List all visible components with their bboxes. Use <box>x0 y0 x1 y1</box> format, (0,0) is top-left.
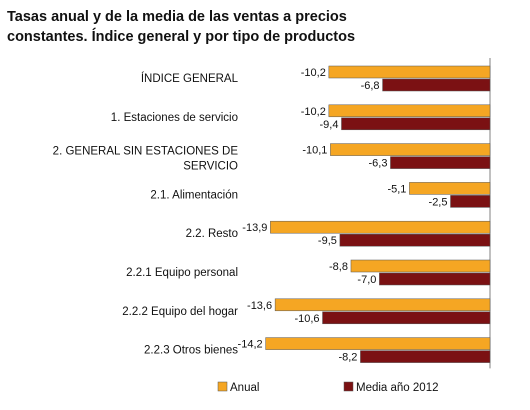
bar-media-2012 <box>341 117 491 131</box>
value-label-media-2012: -9,5 <box>318 235 337 247</box>
bar-anual <box>274 298 491 312</box>
legend-label-media-2012: Media año 2012 <box>356 382 438 394</box>
legend-label-anual: Anual <box>230 382 259 394</box>
category-label: 2.1. Alimentación <box>150 189 238 201</box>
chart-title-line2: constantes. Índice general y por tipo de… <box>7 29 356 45</box>
category-label: 2.2.2 Equipo del hogar <box>122 306 238 318</box>
bar-media-2012 <box>390 156 491 169</box>
value-label-media-2012: -10,6 <box>294 313 319 325</box>
category-label-line: 2.2.3 Otros bienes <box>144 345 238 357</box>
category-label: 2.2. Resto <box>186 228 238 240</box>
value-label-anual: -13,6 <box>247 300 272 312</box>
value-label-anual: -13,9 <box>242 222 267 234</box>
category-label-line: 2.2. Resto <box>186 228 238 240</box>
category-label-line: 2.2.1 Equipo personal <box>126 267 238 279</box>
value-label-anual: -5,1 <box>387 183 406 195</box>
category-label: 2.2.3 Otros bienes <box>144 345 238 357</box>
bar-anual <box>270 220 491 234</box>
bar-media-2012 <box>382 78 491 92</box>
bar-media-2012 <box>339 233 491 247</box>
value-label-media-2012: -6,3 <box>368 158 387 170</box>
legend-swatch-media-2012 <box>343 381 354 392</box>
category-label-line: SERVICIO <box>183 161 238 173</box>
bar-media-2012 <box>360 350 491 363</box>
value-label-media-2012: -9,4 <box>320 119 339 131</box>
value-label-media-2012: -8,2 <box>338 352 357 364</box>
category-label-line: 2. GENERAL SIN ESTACIONES DE <box>53 146 239 158</box>
category-label: 2.2.1 Equipo personal <box>126 267 238 279</box>
bar-anual <box>409 182 491 195</box>
bar-anual <box>328 104 491 118</box>
chart-title-line1: Tasas anual y de la media de las ventas … <box>7 9 347 25</box>
category-label: 2. GENERAL SIN ESTACIONES DE SERVICIO <box>53 146 239 173</box>
bar-media-2012 <box>379 272 491 286</box>
bar-anual <box>328 65 491 79</box>
category-label-line: 1. Estaciones de servicio <box>111 112 238 124</box>
chart-title: Tasas anual y de la media de las ventas … <box>7 7 447 47</box>
value-label-anual: -10,2 <box>301 67 326 79</box>
category-label-line: 2.1. Alimentación <box>150 189 238 201</box>
value-label-anual: -10,2 <box>301 106 326 118</box>
bar-anual <box>330 143 491 156</box>
bar-anual <box>350 259 491 273</box>
bar-media-2012 <box>322 311 491 325</box>
bar-media-2012 <box>450 195 491 208</box>
value-label-media-2012: -2,5 <box>429 196 448 208</box>
value-label-anual: -10,1 <box>302 145 327 157</box>
value-label-media-2012: -7,0 <box>357 274 376 286</box>
bar-anual <box>265 337 491 350</box>
category-label-line: 2.2.2 Equipo del hogar <box>122 306 238 318</box>
value-label-anual: -14,2 <box>238 339 263 351</box>
value-label-media-2012: -6,8 <box>361 80 380 92</box>
category-label: 1. Estaciones de servicio <box>111 112 238 124</box>
category-label-line: ÍNDICE GENERAL <box>141 72 239 85</box>
legend-swatch-anual <box>217 381 228 392</box>
category-label: ÍNDICE GENERAL <box>141 72 239 85</box>
value-label-anual: -8,8 <box>329 261 348 273</box>
